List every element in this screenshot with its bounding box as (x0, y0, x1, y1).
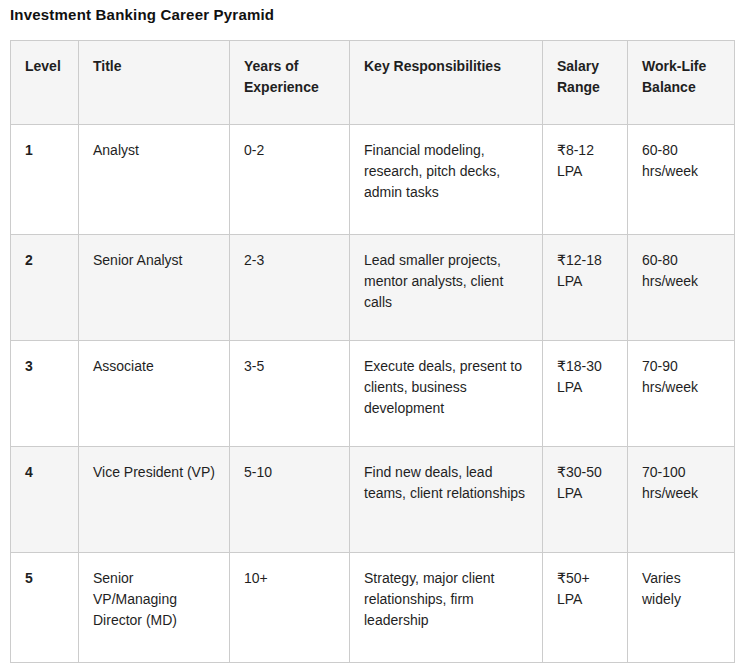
cell-title: Associate (79, 341, 230, 447)
table-row: 4 Vice President (VP) 5-10 Find new deal… (11, 447, 735, 553)
column-header-salary: Salary Range (543, 41, 628, 125)
cell-balance: Varies widely (628, 553, 735, 663)
cell-salary: ₹30-50 LPA (543, 447, 628, 553)
header-row: Level Title Years of Experience Key Resp… (11, 41, 735, 125)
cell-experience: 2-3 (230, 235, 350, 341)
column-header-experience: Years of Experience (230, 41, 350, 125)
cell-level: 3 (11, 341, 79, 447)
table-row: 3 Associate 3-5 Execute deals, present t… (11, 341, 735, 447)
cell-level: 5 (11, 553, 79, 663)
page-title: Investment Banking Career Pyramid (10, 4, 734, 23)
table-body: 1 Analyst 0-2 Financial modeling, resear… (11, 125, 735, 663)
cell-experience: 0-2 (230, 125, 350, 235)
cell-balance: 70-100 hrs/week (628, 447, 735, 553)
page: Investment Banking Career Pyramid Level … (0, 0, 744, 663)
cell-title: Analyst (79, 125, 230, 235)
cell-title: Vice President (VP) (79, 447, 230, 553)
cell-balance: 70-90 hrs/week (628, 341, 735, 447)
cell-responsibilities: Lead smaller projects, mentor analysts, … (350, 235, 543, 341)
cell-title: Senior VP/Managing Director (MD) (79, 553, 230, 663)
column-header-level: Level (11, 41, 79, 125)
cell-experience: 3-5 (230, 341, 350, 447)
table-row: 1 Analyst 0-2 Financial modeling, resear… (11, 125, 735, 235)
career-pyramid-table: Level Title Years of Experience Key Resp… (10, 40, 735, 663)
cell-level: 1 (11, 125, 79, 235)
table-header: Level Title Years of Experience Key Resp… (11, 41, 735, 125)
column-header-title: Title (79, 41, 230, 125)
cell-responsibilities: Strategy, major client relationships, fi… (350, 553, 543, 663)
cell-experience: 5-10 (230, 447, 350, 553)
cell-salary: ₹12-18 LPA (543, 235, 628, 341)
cell-salary: ₹18-30 LPA (543, 341, 628, 447)
column-header-responsibilities: Key Responsibilities (350, 41, 543, 125)
cell-responsibilities: Find new deals, lead teams, client relat… (350, 447, 543, 553)
cell-level: 2 (11, 235, 79, 341)
cell-salary: ₹8-12 LPA (543, 125, 628, 235)
cell-responsibilities: Execute deals, present to clients, busin… (350, 341, 543, 447)
cell-balance: 60-80 hrs/week (628, 125, 735, 235)
table-row: 5 Senior VP/Managing Director (MD) 10+ S… (11, 553, 735, 663)
cell-level: 4 (11, 447, 79, 553)
cell-title: Senior Analyst (79, 235, 230, 341)
cell-responsibilities: Financial modeling, research, pitch deck… (350, 125, 543, 235)
column-header-balance: Work-Life Balance (628, 41, 735, 125)
cell-salary: ₹50+ LPA (543, 553, 628, 663)
cell-experience: 10+ (230, 553, 350, 663)
cell-balance: 60-80 hrs/week (628, 235, 735, 341)
table-row: 2 Senior Analyst 2-3 Lead smaller projec… (11, 235, 735, 341)
